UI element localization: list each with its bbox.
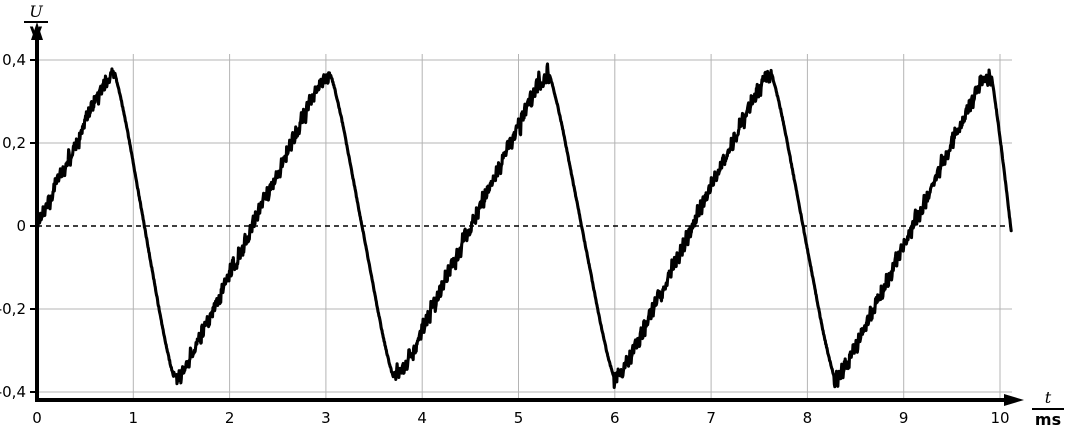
- x-tick-label: 3: [321, 409, 331, 427]
- y-tick-label: -0,4: [0, 383, 26, 401]
- x-tick-label: 5: [514, 409, 524, 427]
- x-axis-arrowhead: [1004, 394, 1024, 406]
- x-tick-label: 8: [803, 409, 813, 427]
- y-tick-label: 0,2: [2, 134, 26, 152]
- y-axis-arrowhead: [31, 22, 43, 40]
- signal-trace: [35, 62, 1013, 390]
- x-tick-label: 1: [129, 409, 139, 427]
- x-axis-label: t ms: [1032, 388, 1064, 429]
- x-tick-label: 4: [417, 409, 427, 427]
- x-tick-label: 9: [899, 409, 909, 427]
- y-tick-label: 0,4: [2, 51, 26, 69]
- x-tick-label: 6: [610, 409, 620, 427]
- axis-lines: [30, 22, 1024, 406]
- y-axis-quantity-label: U: [29, 2, 43, 21]
- waveform-path: [35, 62, 1013, 390]
- y-axis-unit-label: V: [30, 23, 43, 42]
- y-axis-label: U V: [24, 2, 48, 42]
- x-tick-label: 0: [32, 409, 42, 427]
- x-tick-label: 7: [706, 409, 716, 427]
- x-tick-label: 2: [225, 409, 235, 427]
- y-tick-label: -0,2: [0, 300, 26, 318]
- x-axis-unit-label: ms: [1035, 410, 1061, 429]
- gridlines: [37, 54, 1012, 400]
- x-axis-quantity-label: t: [1045, 388, 1052, 407]
- y-tick-label: 0: [16, 217, 26, 235]
- tick-labels: 0 1 2 3 4 5 6 7 8 9 10 0,4 0,2 0 -0,2 -0,4: [0, 51, 1010, 427]
- x-tick-label: 10: [990, 409, 1009, 427]
